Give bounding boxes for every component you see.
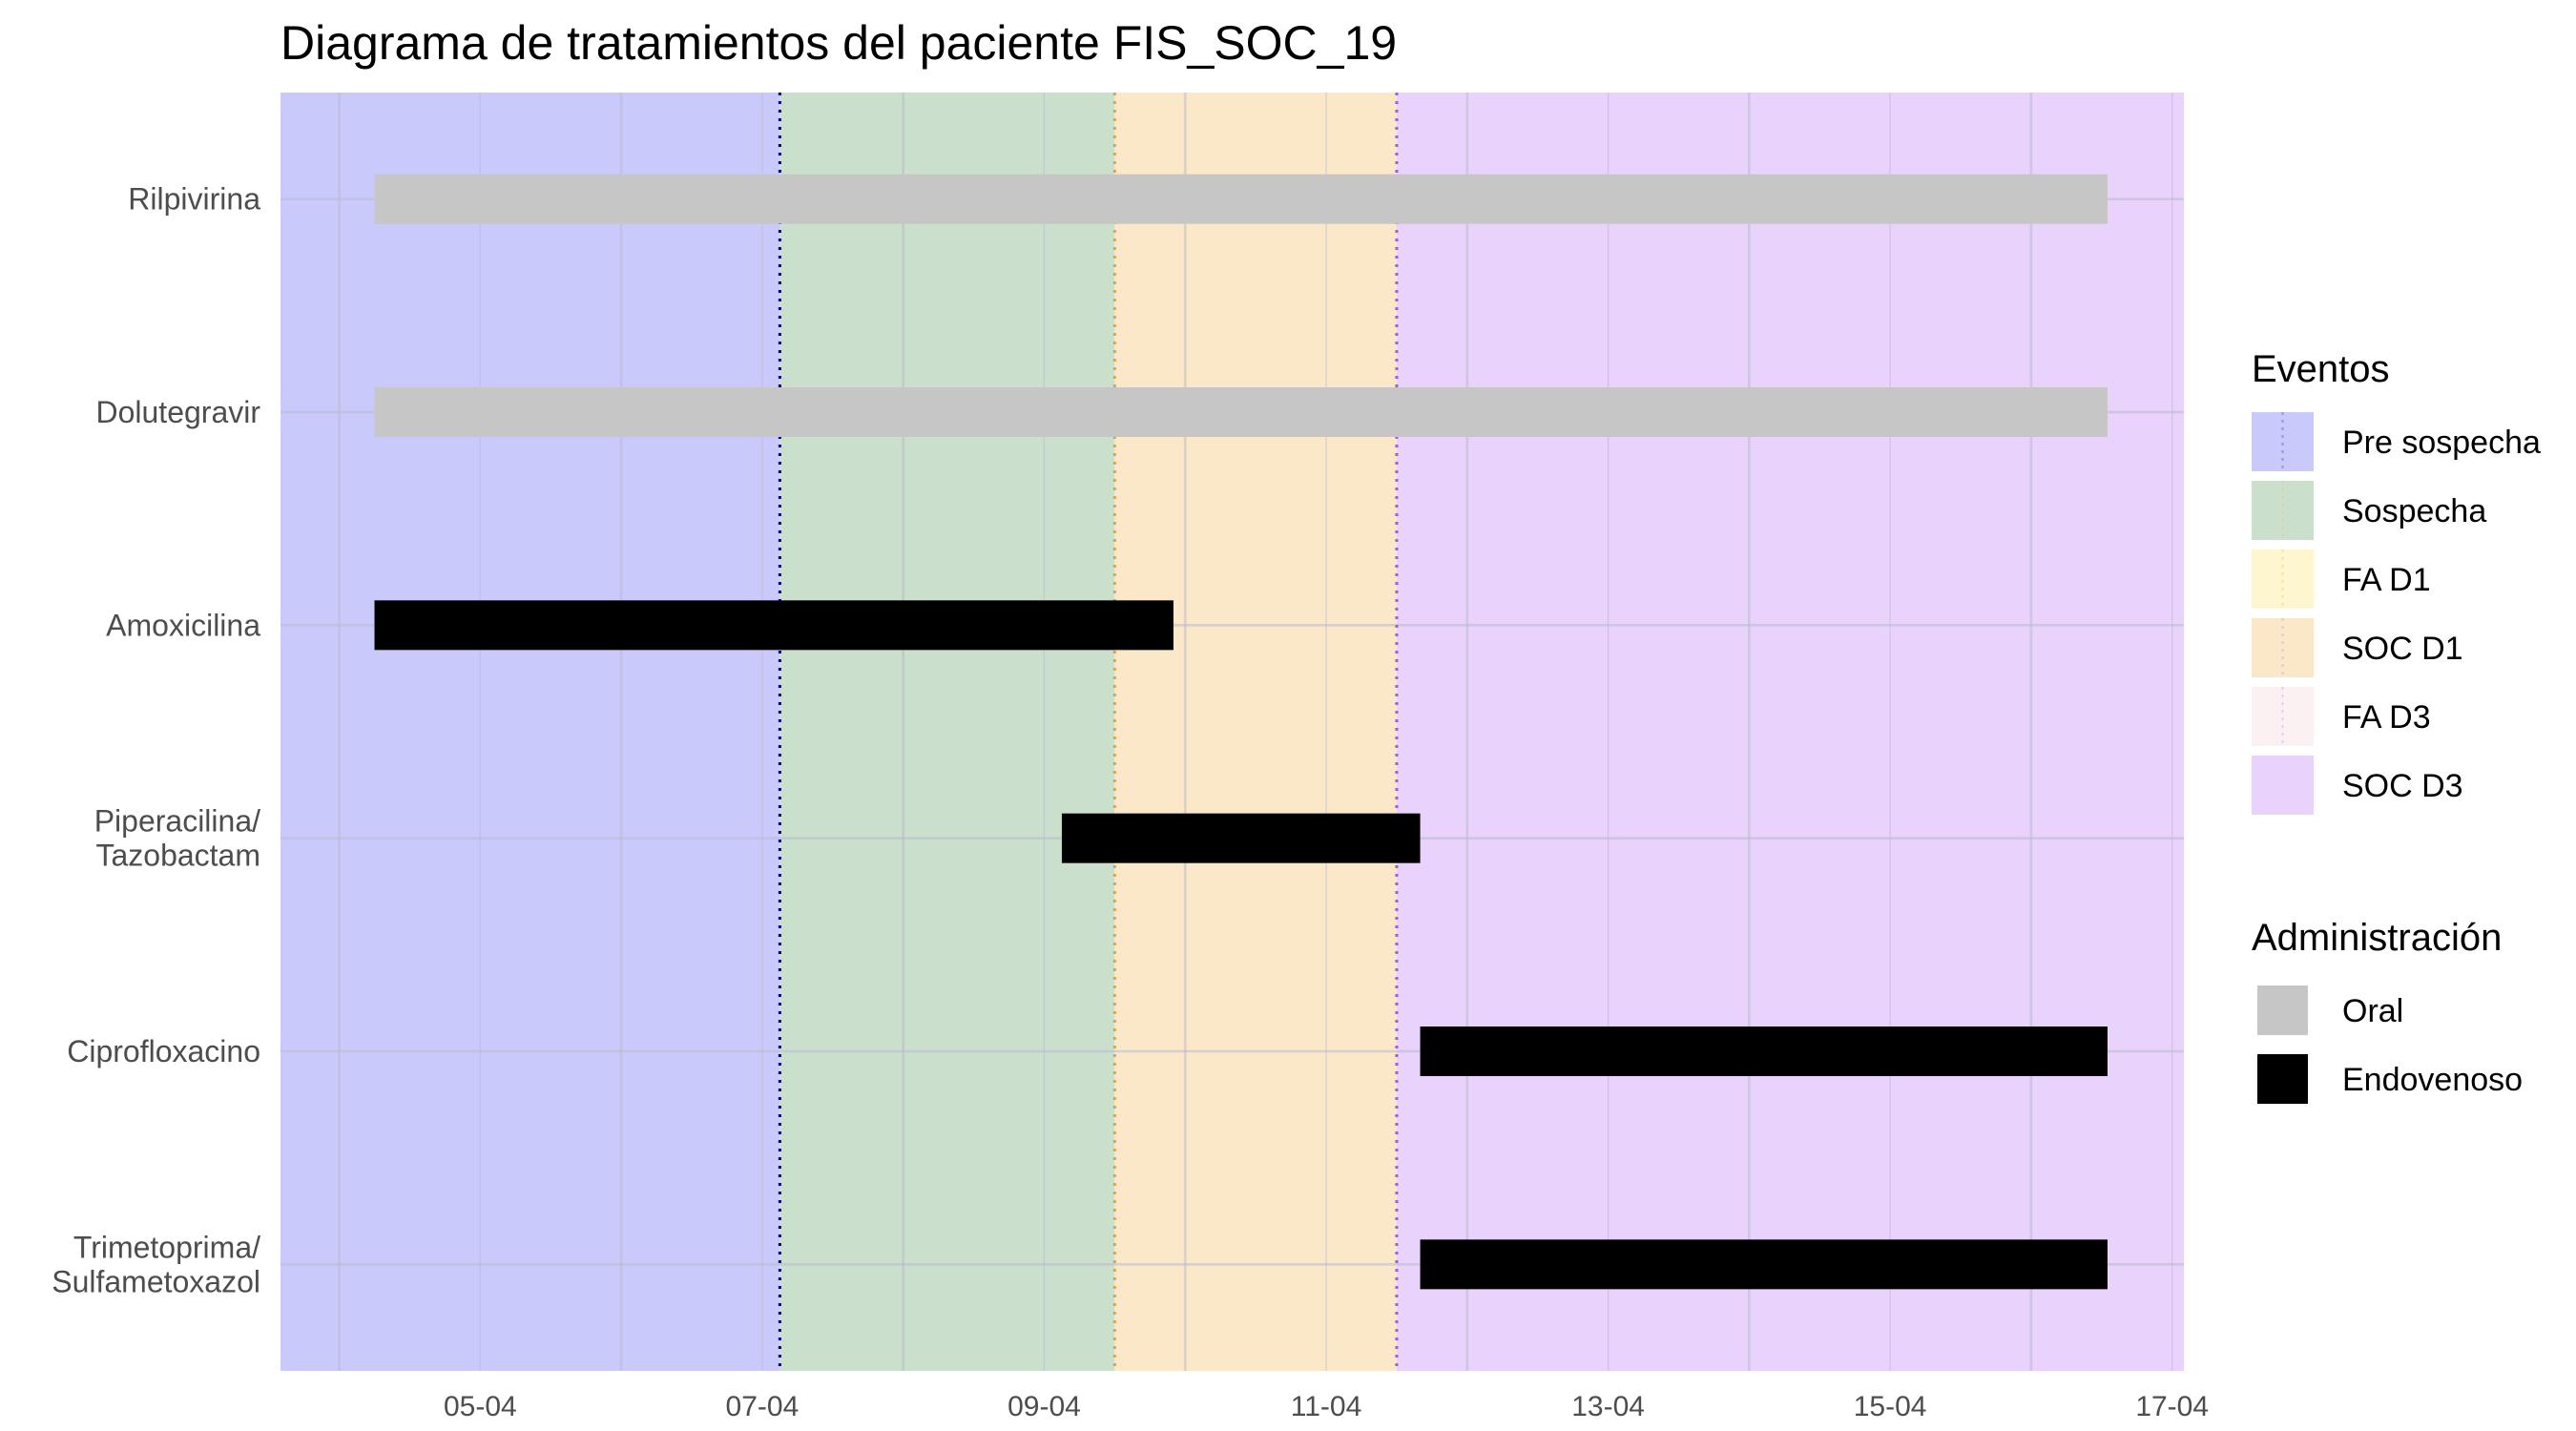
y-tick-label: Sulfametoxazol xyxy=(52,1264,260,1298)
event-band-3 xyxy=(1114,93,1397,1371)
treatment-bar-5 xyxy=(1420,1239,2108,1290)
x-tick-label: 11-04 xyxy=(1291,1391,1362,1422)
event-band-1 xyxy=(779,93,1115,1371)
x-tick-label: 07-04 xyxy=(726,1391,800,1422)
event-lines xyxy=(778,93,1399,1371)
treatment-bar-3 xyxy=(1061,813,1421,863)
event-band-0 xyxy=(280,93,780,1371)
event-band-5 xyxy=(1396,93,2184,1371)
y-tick-label: Trimetoprima/ xyxy=(73,1230,260,1264)
y-tick-label: Ciprofloxacino xyxy=(67,1034,260,1068)
legend-label-evento: SOC D3 xyxy=(2342,768,2463,804)
legend-key-admin-0 xyxy=(2257,985,2308,1035)
treatment-bar-0 xyxy=(374,174,2108,224)
y-axis-labels: Rilpivirina Dolutegravir Amoxicilina Pipera… xyxy=(52,182,260,1299)
legend-title-administracion: Administración xyxy=(2252,917,2502,959)
event-bands xyxy=(280,93,2184,1371)
legend-label-evento: Sospecha xyxy=(2342,493,2486,529)
y-tick-label: Piperacilina/ xyxy=(94,804,260,839)
legend-key-evento-2 xyxy=(2252,550,2314,609)
treatment-bar-4 xyxy=(1420,1027,2108,1076)
x-tick-label: 13-04 xyxy=(1571,1391,1645,1422)
legend-title-eventos: Eventos xyxy=(2252,348,2390,390)
x-axis-labels: 05-04 07-04 09-04 11-04 13-04 15-04 17-04 xyxy=(444,1391,2209,1422)
legend-key-admin-1 xyxy=(2257,1054,2308,1104)
legend-key-evento-5 xyxy=(2252,756,2314,815)
legend-key-evento-3 xyxy=(2252,618,2314,677)
x-tick-label: 15-04 xyxy=(1854,1391,1927,1422)
chart-title: Diagrama de tratamientos del paciente FI… xyxy=(280,16,1397,70)
x-tick-label: 09-04 xyxy=(1008,1391,1081,1422)
legend-key-evento-4 xyxy=(2252,687,2314,746)
legend-label-admin: Endovenoso xyxy=(2342,1062,2523,1098)
legend-label-evento: FA D1 xyxy=(2342,562,2431,598)
legend: Eventos Pre sospecha Sospecha FA D1 SOC D1 FA… xyxy=(2252,348,2541,1104)
treatment-bar-2 xyxy=(374,600,1174,651)
legend-label-evento: FA D3 xyxy=(2342,699,2431,736)
legend-key-evento-1 xyxy=(2252,481,2314,540)
legend-key-evento-0 xyxy=(2252,412,2314,471)
x-tick-label: 17-04 xyxy=(2135,1391,2209,1422)
y-tick-label: Amoxicilina xyxy=(106,608,260,642)
legend-label-evento: SOC D1 xyxy=(2342,631,2463,667)
legend-label-admin: Oral xyxy=(2342,993,2403,1029)
y-tick-label: Dolutegravir xyxy=(95,395,260,429)
treatment-bars xyxy=(374,174,2108,1290)
y-tick-label: Rilpivirina xyxy=(128,182,260,217)
y-tick-label: Tazobactam xyxy=(95,839,260,873)
legend-label-evento: Pre sospecha xyxy=(2342,425,2541,461)
treatment-bar-1 xyxy=(374,387,2108,437)
x-tick-label: 05-04 xyxy=(444,1391,517,1422)
